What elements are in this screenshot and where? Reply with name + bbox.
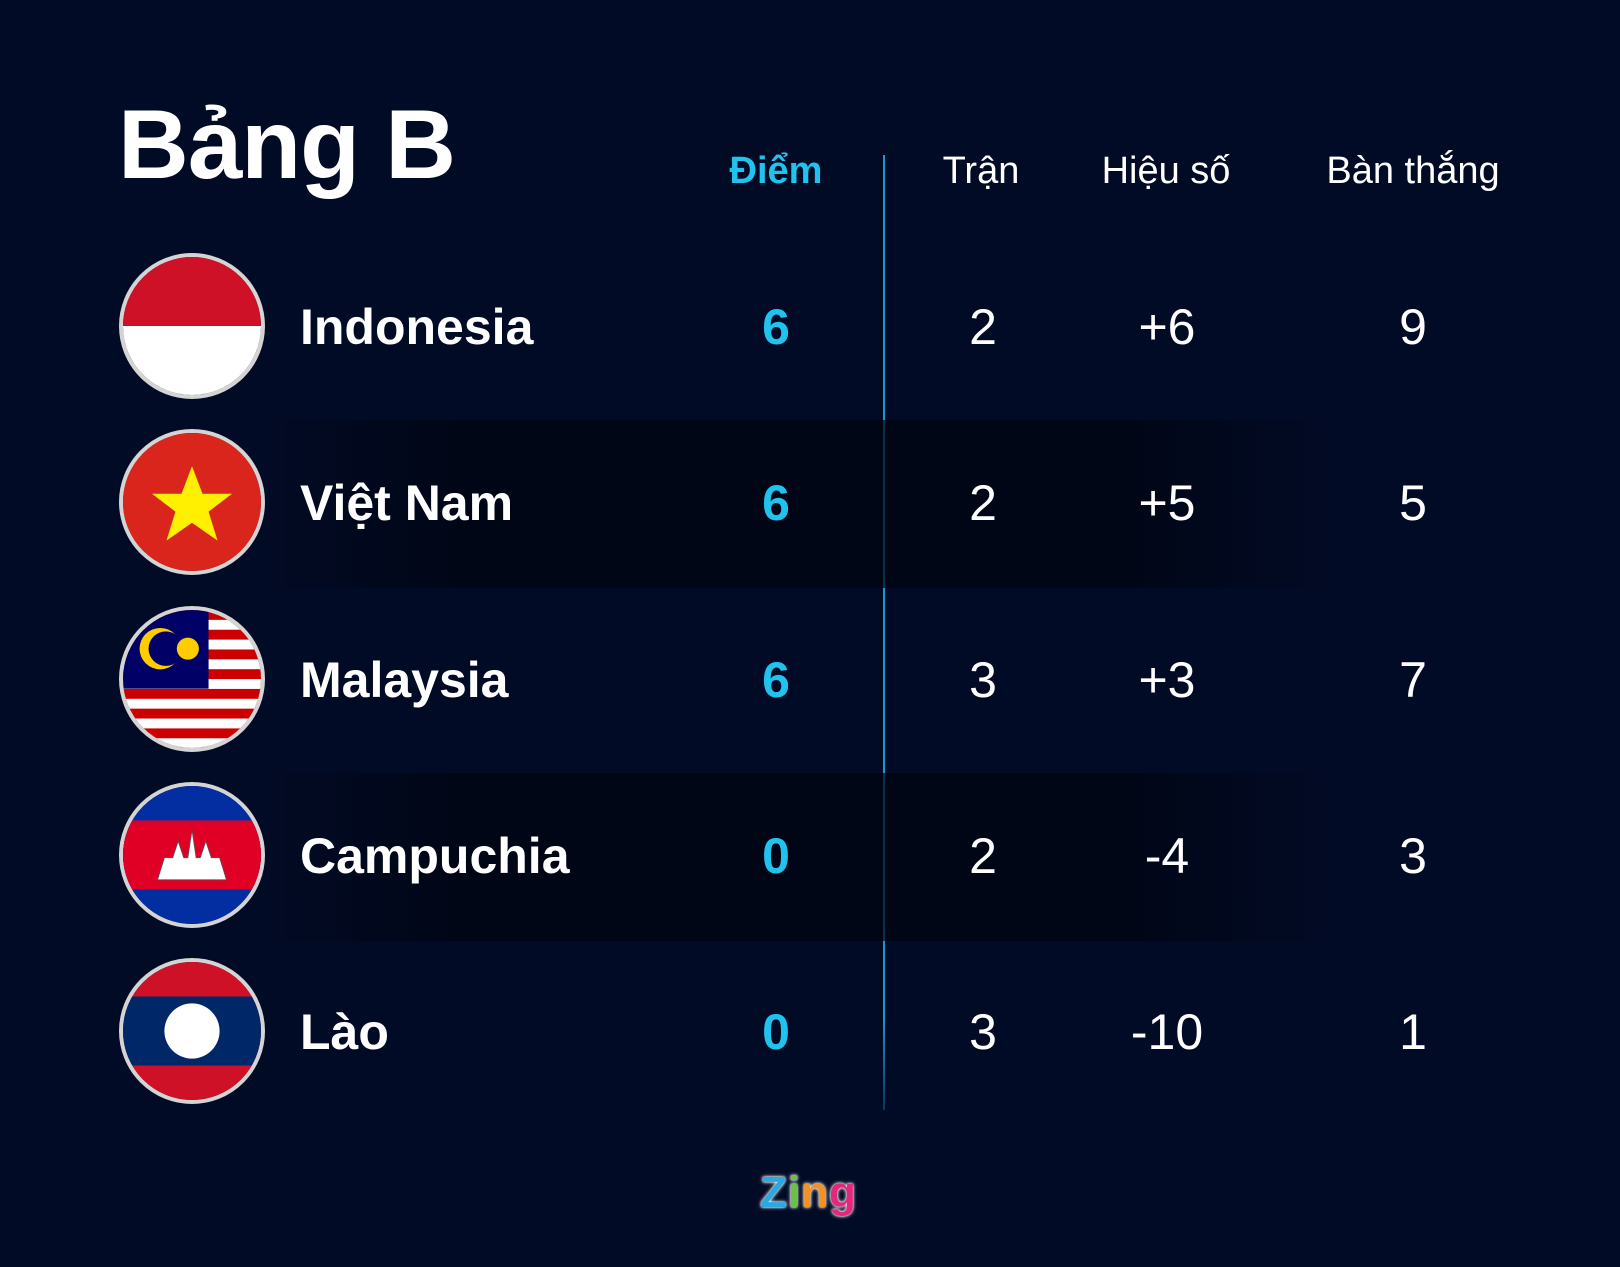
table-row: Malaysia 6 3 +3 7 [0,593,1620,769]
vietnam-flag-icon [119,429,265,575]
points-cell: 0 [762,828,790,884]
played-cell: 2 [969,475,997,531]
logo-letter: i [787,1168,802,1217]
zing-logo: Zing [760,1168,857,1218]
played-cell: 2 [969,299,997,355]
goal-diff-cell: +6 [1138,299,1196,355]
logo-letter: n [801,1168,830,1217]
points-cell: 0 [762,1004,790,1060]
played-cell: 3 [969,1004,997,1060]
header-goals-for: Bàn thắng [1326,150,1500,192]
table-row: Lào 0 3 -10 1 [0,945,1620,1121]
goals-for-cell: 9 [1399,299,1427,355]
team-name: Indonesia [300,299,534,355]
goals-for-cell: 7 [1399,652,1427,708]
goals-for-cell: 3 [1399,828,1427,884]
played-cell: 2 [969,828,997,884]
logo-letter: g [829,1168,857,1217]
points-cell: 6 [762,299,790,355]
goal-diff-cell: -4 [1144,828,1190,884]
table-row: Việt Nam 6 2 +5 5 [0,416,1620,592]
indonesia-flag-icon [119,253,265,399]
table-row: Indonesia 6 2 +6 9 [0,240,1620,416]
goal-diff-cell: -10 [1130,1004,1204,1060]
laos-flag-icon [119,958,265,1104]
cambodia-flag-icon [119,782,265,928]
goals-for-cell: 5 [1399,475,1427,531]
header-points: Điểm [729,150,823,192]
page-title: Bảng B [118,89,456,199]
table-row: Campuchia 0 2 -4 3 [0,769,1620,945]
row-band [250,420,1340,588]
malaysia-flag-icon [119,606,265,752]
row-band [250,773,1340,941]
column-divider [883,155,885,1110]
team-name: Việt Nam [300,475,514,531]
team-name: Campuchia [300,828,570,884]
points-cell: 6 [762,652,790,708]
goal-diff-cell: +3 [1138,652,1196,708]
team-name: Lào [300,1004,389,1060]
played-cell: 3 [969,652,997,708]
goal-diff-cell: +5 [1138,475,1196,531]
logo-letter: Z [760,1168,788,1217]
header-played: Trận [942,150,1020,192]
team-name: Malaysia [300,652,509,708]
header-goal-diff: Hiệu số [1101,150,1231,192]
goals-for-cell: 1 [1399,1004,1427,1060]
points-cell: 6 [762,475,790,531]
